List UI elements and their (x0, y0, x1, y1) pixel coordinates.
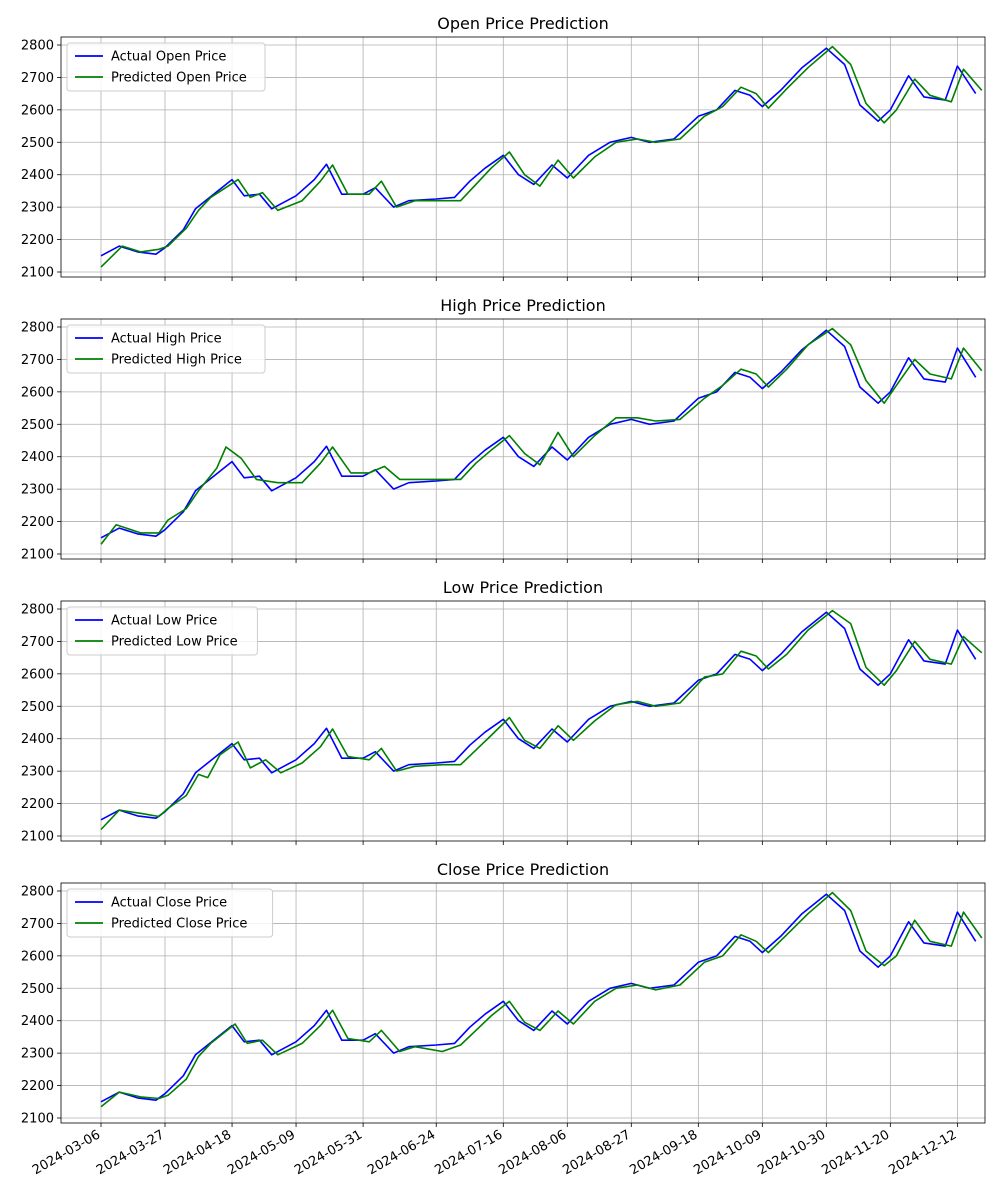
y-tick-label: 2400 (21, 1014, 54, 1029)
y-tick-label: 2800 (21, 321, 54, 336)
x-tick-label: 2024-08-06 (496, 1127, 569, 1178)
chart-title: Close Price Prediction (437, 860, 609, 879)
x-tick-label: 2024-10-30 (755, 1127, 828, 1178)
y-tick-label: 2100 (21, 1112, 54, 1127)
series-line-predicted (100, 891, 983, 1108)
x-tick-label: 2024-07-16 (432, 1127, 505, 1178)
y-tick-label: 2400 (21, 732, 54, 747)
y-tick-label: 2100 (21, 548, 54, 563)
series-line-predicted (100, 45, 983, 268)
x-tick-label: 2024-05-09 (225, 1127, 298, 1178)
y-tick-label: 2400 (21, 168, 54, 183)
legend: Actual Close Price Predicted Close Price (66, 888, 274, 938)
y-tick-label: 2700 (21, 917, 54, 932)
x-tick-label: 2024-05-31 (292, 1127, 365, 1178)
x-tick-label: 2024-10-09 (691, 1127, 764, 1178)
series-line-predicted (100, 327, 983, 545)
chart-panel-1: Open Price Prediction 2100 2200 2300 2400 250… (21, 14, 986, 281)
x-tick-label: 2024-03-27 (94, 1127, 167, 1178)
y-tick-label: 2100 (21, 830, 54, 845)
x-tick-label: 2024-06-24 (365, 1127, 438, 1178)
y-tick-label: 2500 (21, 982, 54, 997)
plot-frame (60, 318, 986, 560)
y-tick-label: 2500 (21, 418, 54, 433)
plot-frame (60, 600, 986, 842)
y-tick-label: 2700 (21, 353, 54, 368)
chart-panel-4: Close Price Prediction 2100 2200 2300 2400 25… (21, 860, 986, 1178)
legend-label: Actual Open Price (111, 50, 226, 65)
x-tick-label: 2024-08-27 (560, 1127, 633, 1178)
legend: Actual High Price Predicted High Price (66, 324, 266, 374)
y-tick-label: 2300 (21, 201, 54, 216)
x-tick-label: 2024-03-06 (30, 1127, 103, 1178)
x-tick-label: 2024-04-18 (161, 1127, 234, 1178)
legend-box (66, 606, 258, 656)
legend-label: Actual High Price (111, 332, 222, 347)
legend-label: Actual Low Price (111, 614, 217, 629)
series-line-actual (100, 47, 977, 257)
series-line-actual (100, 893, 977, 1103)
legend-label: Actual Close Price (111, 896, 227, 911)
x-tick-label: 2024-11-20 (819, 1127, 892, 1178)
legend-label: Predicted Open Price (111, 71, 247, 86)
chart-title: Low Price Prediction (443, 578, 603, 597)
x-tick-label: 2024-09-18 (627, 1127, 700, 1178)
plot-frame (60, 882, 986, 1124)
legend-label: Predicted High Price (111, 353, 242, 368)
y-tick-label: 2600 (21, 103, 54, 118)
y-tick-label: 2600 (21, 385, 54, 400)
y-tick-label: 2200 (21, 233, 54, 248)
y-tick-label: 2300 (21, 1047, 54, 1062)
chart-panel-3: Low Price Prediction 2100 2200 2300 2400 2500… (21, 578, 986, 845)
y-tick-label: 2200 (21, 797, 54, 812)
y-tick-label: 2700 (21, 635, 54, 650)
legend-label: Predicted Close Price (111, 917, 247, 932)
y-tick-label: 2600 (21, 949, 54, 964)
series-line-predicted (100, 609, 983, 831)
x-tick-label: 2024-12-12 (886, 1127, 959, 1178)
y-tick-label: 2200 (21, 1079, 54, 1094)
chart-panel-2: High Price Prediction 2100 2200 2300 2400 250… (21, 296, 986, 563)
y-tick-label: 2800 (21, 39, 54, 54)
legend-label: Predicted Low Price (111, 635, 238, 650)
y-tick-label: 2300 (21, 483, 54, 498)
y-tick-label: 2200 (21, 515, 54, 530)
y-tick-label: 2800 (21, 885, 54, 900)
series-line-actual (100, 329, 977, 539)
legend-box (66, 324, 266, 374)
series-line-actual (100, 611, 977, 821)
y-tick-label: 2700 (21, 71, 54, 86)
plot-frame (60, 36, 986, 278)
legend-box (66, 888, 274, 938)
y-tick-label: 2300 (21, 765, 54, 780)
y-tick-label: 2400 (21, 450, 54, 465)
legend: Actual Low Price Predicted Low Price (66, 606, 258, 656)
y-tick-label: 2500 (21, 700, 54, 715)
y-tick-label: 2500 (21, 136, 54, 151)
y-tick-label: 2800 (21, 603, 54, 618)
chart-title: Open Price Prediction (437, 14, 608, 33)
legend-box (66, 42, 266, 92)
y-tick-label: 2100 (21, 266, 54, 281)
chart-title: High Price Prediction (440, 296, 605, 315)
legend: Actual Open Price Predicted Open Price (66, 42, 266, 92)
y-tick-label: 2600 (21, 667, 54, 682)
